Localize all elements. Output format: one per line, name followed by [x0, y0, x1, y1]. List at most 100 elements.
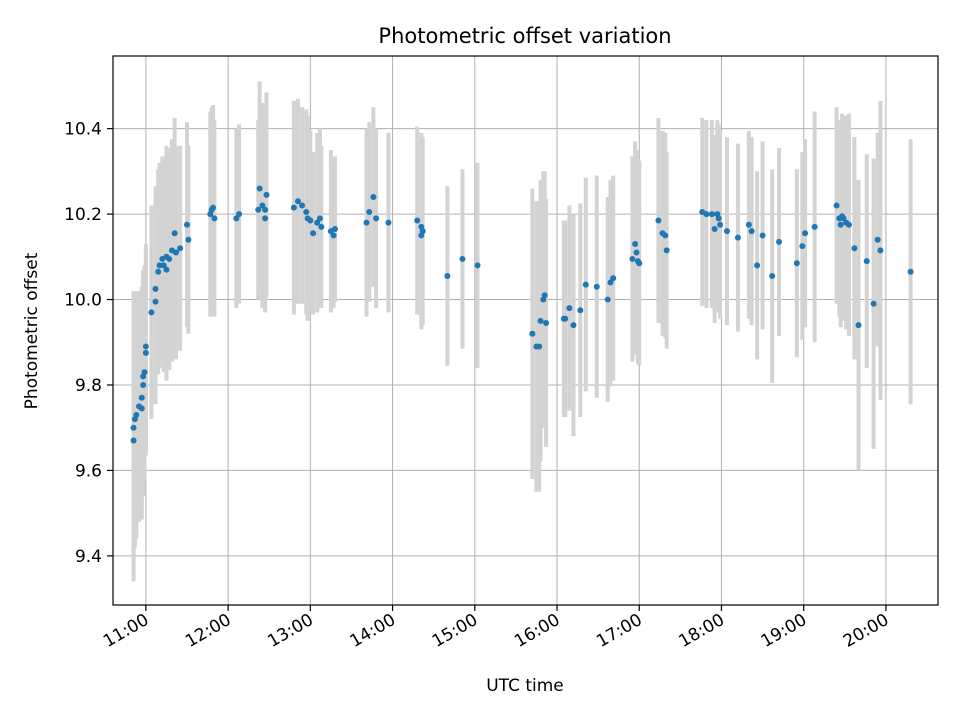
- data-point: [152, 285, 159, 292]
- data-point: [171, 230, 178, 237]
- data-point: [259, 202, 266, 209]
- data-point: [474, 262, 481, 269]
- data-point: [138, 405, 145, 412]
- data-point: [262, 206, 269, 213]
- data-point: [366, 208, 373, 215]
- data-point: [156, 262, 163, 269]
- y-tick-label: 10.0: [64, 291, 102, 311]
- data-point: [142, 349, 149, 356]
- data-point: [263, 191, 270, 198]
- data-point: [793, 260, 800, 267]
- data-point: [745, 221, 752, 228]
- data-point: [632, 240, 639, 247]
- data-point: [385, 219, 392, 226]
- data-point: [166, 255, 173, 262]
- data-point: [717, 221, 724, 228]
- data-point: [874, 236, 881, 243]
- data-point: [776, 238, 783, 245]
- data-point: [537, 317, 544, 324]
- data-point: [607, 279, 614, 286]
- y-tick-label: 9.6: [75, 461, 102, 481]
- data-point: [290, 204, 297, 211]
- y-axis-label: Photometric offset: [22, 252, 42, 409]
- y-tick-label: 9.8: [75, 376, 102, 396]
- data-point: [541, 292, 548, 299]
- data-point: [140, 381, 147, 388]
- data-point: [303, 208, 310, 215]
- data-point: [769, 273, 776, 280]
- chart-title: Photometric offset variation: [378, 24, 671, 48]
- data-point: [593, 283, 600, 290]
- data-point: [316, 215, 323, 222]
- data-point: [255, 206, 262, 213]
- data-point: [444, 273, 451, 280]
- data-point: [734, 234, 741, 241]
- data-point: [142, 343, 149, 350]
- data-point: [414, 217, 421, 224]
- data-point: [633, 249, 640, 256]
- data-point: [855, 322, 862, 329]
- data-point: [314, 219, 321, 226]
- data-point: [570, 322, 577, 329]
- data-point: [332, 226, 339, 233]
- data-point: [299, 202, 306, 209]
- data-point: [262, 215, 269, 222]
- data-point: [148, 309, 155, 316]
- data-point: [184, 221, 191, 228]
- data-point: [799, 243, 806, 250]
- data-point: [307, 217, 314, 224]
- data-point: [870, 300, 877, 307]
- data-point: [210, 204, 217, 211]
- data-point: [363, 219, 370, 226]
- data-point: [662, 232, 669, 239]
- data-point: [536, 343, 543, 350]
- data-point: [543, 320, 550, 327]
- x-axis-label: UTC time: [486, 676, 564, 696]
- data-point: [663, 247, 670, 254]
- data-point: [703, 211, 710, 218]
- data-point: [373, 215, 380, 222]
- data-point: [802, 230, 809, 237]
- data-point: [211, 215, 218, 222]
- data-point: [754, 262, 761, 269]
- data-point: [715, 215, 722, 222]
- data-point: [163, 266, 170, 273]
- data-point: [177, 245, 184, 252]
- y-axis: 9.4 9.6 9.8 10.0 10.2 10.4: [64, 120, 113, 567]
- data-point: [138, 394, 145, 401]
- data-point: [141, 369, 148, 376]
- data-point: [845, 221, 852, 228]
- data-point: [907, 268, 914, 275]
- data-point: [318, 223, 325, 230]
- data-point: [636, 260, 643, 267]
- data-point: [840, 215, 847, 222]
- data-point: [459, 255, 466, 262]
- data-point: [562, 315, 569, 322]
- data-point: [130, 437, 137, 444]
- data-points: [130, 185, 914, 444]
- data-point: [851, 245, 858, 252]
- plot-frame: [112, 55, 939, 606]
- data-point: [566, 305, 573, 312]
- data-point: [419, 228, 426, 235]
- data-point: [133, 411, 140, 418]
- data-point: [759, 232, 766, 239]
- data-point: [711, 226, 718, 233]
- data-point: [236, 211, 243, 218]
- data-point: [577, 307, 584, 314]
- y-tick-label: 10.2: [64, 205, 102, 225]
- data-point: [295, 198, 302, 205]
- data-point: [310, 230, 317, 237]
- data-point: [877, 247, 884, 254]
- data-point: [833, 202, 840, 209]
- data-point: [152, 298, 159, 305]
- data-point: [370, 193, 377, 200]
- data-point: [723, 228, 730, 235]
- data-point: [130, 424, 137, 431]
- data-point: [610, 275, 617, 282]
- data-point: [185, 236, 192, 243]
- data-point: [330, 232, 337, 239]
- data-point: [155, 268, 162, 275]
- data-point: [582, 281, 589, 288]
- data-point: [256, 185, 263, 192]
